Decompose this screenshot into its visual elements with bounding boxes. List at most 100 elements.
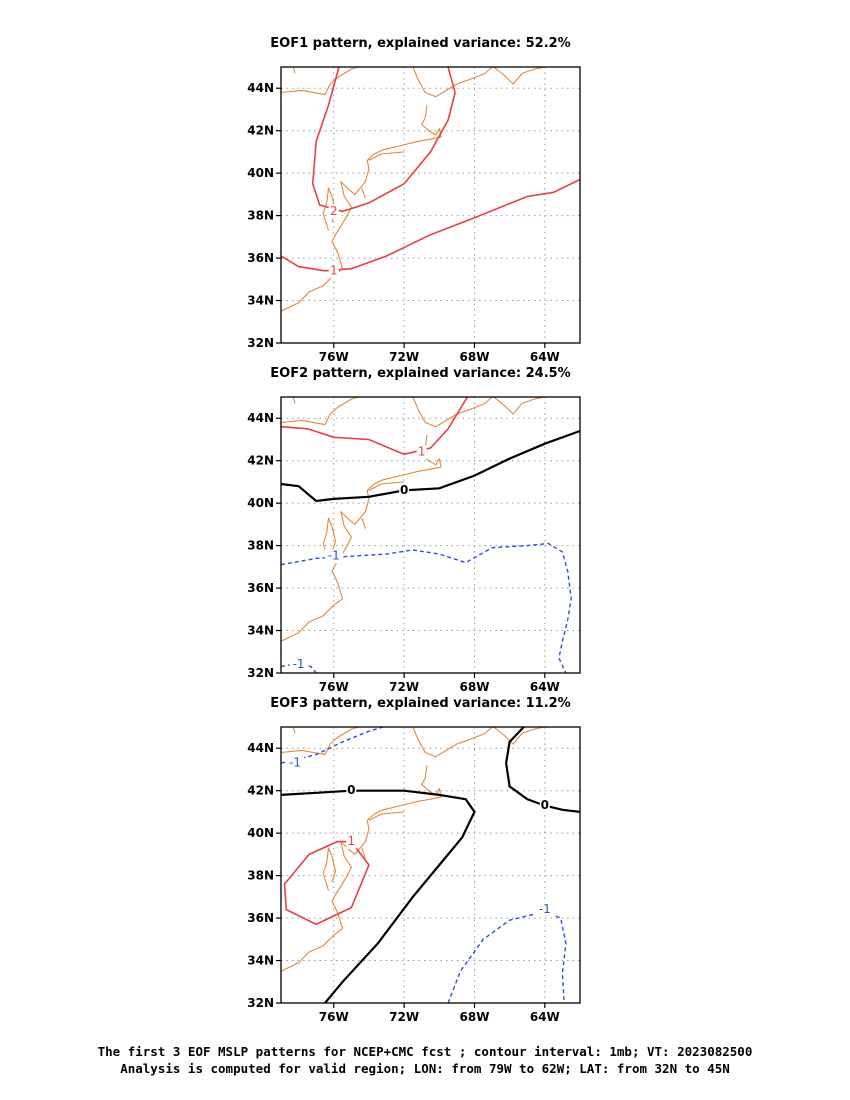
lat-tick-label: 40N [247,826,274,840]
lon-tick-label: 72W [389,1010,419,1024]
map-frame [280,66,581,344]
coastline [493,727,545,745]
lon-tick-label: 64W [530,350,560,364]
lat-tick-label: 44N [247,411,274,425]
contour-label: 0 [541,798,549,812]
lat-tick-label: 38N [247,869,274,883]
contour-negative [281,727,384,764]
eof2-map-area: 1 0 -1 -1 [281,397,580,673]
lat-tick-label: 38N [247,209,274,223]
figure-caption-line2: Analysis is computed for valid region; L… [120,1061,730,1076]
contour-positive [281,397,469,456]
contour-label-bg [328,263,339,278]
coastline [412,397,493,428]
lon-tick-label: 72W [389,350,419,364]
coastline [361,847,366,859]
lat-tick-label: 44N [247,81,274,95]
contour-zero [504,727,580,813]
contour-negative [447,910,567,1003]
coastline [281,727,359,756]
eof3-panel: EOF3 pattern, explained variance: 11.2% -… [247,696,581,1024]
lat-tick-label: 42N [247,784,274,798]
lon-tick-label: 64W [530,680,560,694]
coastline [281,397,359,426]
coastline [361,187,366,199]
map-frame [280,396,581,674]
coastline [368,151,405,161]
contour-label-bg [539,798,550,813]
contour-positive [283,840,370,926]
contour-label-bg [346,783,357,798]
lat-tick-label: 34N [247,624,274,638]
lon-tick-label: 68W [460,680,490,694]
lat-tick-label: 34N [247,954,274,968]
contour-label: -1 [289,756,301,770]
coastline [368,481,405,491]
lon-tick-label: 68W [460,1010,490,1024]
eof3-title: EOF3 pattern, explained variance: 11.2% [270,696,570,711]
lon-tick-label: 76W [319,1010,349,1024]
contour-label: 1 [348,834,356,848]
contour-label-bg [416,445,427,460]
lat-tick-label: 36N [247,581,274,595]
contour-label-bg [286,756,305,771]
contour-label: 2 [330,204,338,218]
coastline [493,67,545,85]
lon-tick-label: 76W [319,680,349,694]
contour-label: -1 [293,657,305,671]
coastline [281,765,442,972]
lat-tick-label: 38N [247,539,274,553]
lat-tick-label: 36N [247,251,274,265]
coastline [281,435,442,642]
contour-label: 0 [400,483,408,497]
eof2-title: EOF2 pattern, explained variance: 24.5% [270,366,570,381]
contour-zero [281,789,476,1003]
coastline [412,67,493,98]
contour-label-bg [328,204,339,219]
coastline [292,67,296,74]
lat-tick-label: 42N [247,454,274,468]
contour-zero [281,429,580,503]
contour-label-bg [324,549,343,564]
contour-label-bg [535,902,554,917]
coastline [292,397,296,404]
contour-label: 0 [347,783,355,797]
contour-label-bg [399,483,410,498]
lat-tick-label: 32N [247,336,274,350]
coastline [322,847,337,891]
coastline [292,727,296,734]
lat-tick-label: 32N [247,666,274,680]
map-frame [280,726,581,1004]
contour-label: -1 [539,902,551,916]
lat-tick-label: 34N [247,294,274,308]
coastline [281,67,359,96]
eof1-map-area: 21 [281,67,580,343]
eof1-panel: EOF1 pattern, explained variance: 52.2% 2… [247,36,581,364]
lat-tick-label: 44N [247,741,274,755]
figure-caption-line1: The first 3 EOF MSLP patterns for NCEP+C… [98,1044,753,1059]
contour-label: 1 [330,263,338,277]
contour-positive [281,178,580,272]
lat-tick-label: 36N [247,911,274,925]
lat-tick-label: 40N [247,166,274,180]
lon-tick-label: 72W [389,680,419,694]
eof1-title: EOF1 pattern, explained variance: 52.2% [270,36,570,51]
contour-label: 1 [418,445,426,459]
lon-tick-label: 64W [530,1010,560,1024]
eof-panels: EOF1 pattern, explained variance: 52.2% 2… [247,36,581,1024]
coastline [281,105,442,312]
lat-tick-label: 40N [247,496,274,510]
eof3-map-area: -1 0 0 1 -1 [281,727,580,1003]
lon-tick-label: 68W [460,350,490,364]
lat-tick-label: 32N [247,996,274,1010]
contour-label: -1 [328,549,340,563]
eof2-panel: EOF2 pattern, explained variance: 24.5% 1… [247,366,581,694]
contour-positive [311,67,456,213]
coastline [322,517,337,561]
contour-negative [281,542,572,673]
coastline [368,811,405,821]
coastline [412,727,493,758]
contour-label-bg [346,834,357,849]
lon-tick-label: 76W [319,350,349,364]
